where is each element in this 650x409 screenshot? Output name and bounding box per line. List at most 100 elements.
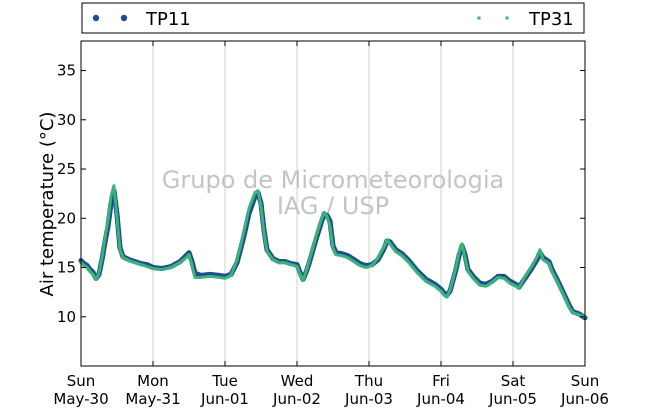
point-tp31 bbox=[106, 221, 109, 225]
point-tp31 bbox=[235, 259, 238, 263]
point-tp31 bbox=[249, 201, 253, 205]
point-tp31 bbox=[263, 236, 267, 240]
y-tick-label: 15 bbox=[57, 259, 76, 277]
point-tp31 bbox=[329, 229, 332, 233]
point-tp31 bbox=[214, 275, 218, 279]
point-tp31 bbox=[261, 217, 264, 221]
point-tp31 bbox=[102, 244, 106, 247]
point-tp31 bbox=[331, 245, 335, 249]
point-tp31 bbox=[561, 293, 565, 297]
point-tp31 bbox=[193, 276, 197, 279]
point-tp31 bbox=[115, 220, 119, 223]
y-tick-label: 25 bbox=[57, 160, 76, 178]
point-tp31 bbox=[258, 199, 262, 203]
point-tp31 bbox=[456, 257, 460, 261]
point-tp31 bbox=[116, 221, 119, 225]
point-tp31 bbox=[115, 216, 119, 220]
point-tp31 bbox=[168, 266, 171, 270]
point-tp31 bbox=[308, 255, 312, 259]
point-tp31 bbox=[465, 265, 469, 269]
point-tp31 bbox=[102, 247, 105, 250]
point-tp31 bbox=[336, 253, 339, 257]
point-tp31 bbox=[113, 196, 117, 200]
point-tp31 bbox=[114, 199, 117, 203]
point-tp31 bbox=[153, 267, 156, 271]
point-tp31 bbox=[457, 252, 461, 256]
point-tp31 bbox=[331, 244, 334, 248]
point-tp31 bbox=[98, 269, 101, 272]
point-tp31 bbox=[453, 269, 457, 272]
point-tp31 bbox=[277, 261, 281, 264]
point-tp31 bbox=[118, 245, 122, 248]
point-tp31 bbox=[259, 206, 263, 210]
point-tp31 bbox=[541, 256, 544, 260]
point-tp31 bbox=[465, 267, 469, 270]
point-tp31 bbox=[481, 284, 485, 288]
point-tp31 bbox=[113, 195, 117, 198]
point-tp31 bbox=[109, 198, 112, 202]
x-tick-label-day: Sat bbox=[501, 372, 526, 390]
point-tp31 bbox=[313, 238, 317, 242]
point-tp31 bbox=[453, 272, 456, 275]
point-tp31 bbox=[361, 265, 365, 268]
point-tp31 bbox=[114, 202, 118, 206]
point-tp31 bbox=[343, 255, 347, 259]
point-tp31 bbox=[263, 237, 267, 241]
point-tp31 bbox=[329, 230, 333, 234]
point-tp31 bbox=[315, 231, 319, 234]
point-tp31 bbox=[263, 234, 266, 238]
point-tp31 bbox=[117, 235, 121, 239]
point-tp31 bbox=[279, 261, 282, 264]
point-tp31 bbox=[243, 225, 247, 229]
point-tp31 bbox=[449, 284, 453, 287]
point-tp31 bbox=[166, 266, 170, 270]
point-tp31 bbox=[454, 267, 457, 271]
point-tp31 bbox=[317, 226, 321, 230]
point-tp31 bbox=[261, 219, 264, 222]
point-tp31 bbox=[460, 242, 464, 246]
point-tp31 bbox=[265, 247, 268, 250]
point-tp31 bbox=[252, 195, 255, 199]
point-tp31 bbox=[445, 295, 449, 299]
point-tp31 bbox=[312, 244, 315, 248]
point-tp31 bbox=[256, 190, 260, 194]
y-tick-label: 35 bbox=[57, 62, 76, 80]
point-tp31 bbox=[330, 236, 333, 240]
point-tp31 bbox=[313, 240, 316, 243]
y-tick-label: 20 bbox=[57, 209, 76, 227]
point-tp31 bbox=[315, 232, 319, 236]
point-tp31 bbox=[262, 230, 266, 233]
point-tp31 bbox=[302, 276, 306, 279]
point-tp31 bbox=[238, 247, 241, 251]
point-tp31 bbox=[115, 212, 118, 215]
point-tp31 bbox=[240, 237, 244, 241]
point-tp31 bbox=[259, 205, 263, 208]
point-tp31 bbox=[307, 260, 311, 263]
point-tp31 bbox=[239, 243, 243, 247]
point-tp31 bbox=[454, 266, 458, 269]
point-tp31 bbox=[316, 229, 320, 233]
point-tp31 bbox=[108, 203, 112, 206]
point-tp31 bbox=[317, 224, 321, 228]
point-tp31 bbox=[162, 267, 165, 271]
point-tp31 bbox=[451, 279, 454, 283]
point-tp31 bbox=[557, 283, 561, 287]
point-tp31 bbox=[104, 233, 107, 237]
point-tp31 bbox=[117, 238, 121, 242]
point-tp31 bbox=[358, 264, 362, 267]
point-tp31 bbox=[141, 263, 144, 267]
point-tp31 bbox=[262, 227, 265, 230]
point-tp31 bbox=[458, 248, 462, 252]
point-tp31 bbox=[118, 243, 121, 247]
point-tp31 bbox=[248, 204, 252, 207]
point-tp31 bbox=[291, 263, 294, 267]
point-tp31 bbox=[303, 274, 306, 278]
point-tp31 bbox=[113, 189, 116, 192]
point-tp31 bbox=[107, 212, 111, 216]
point-tp31 bbox=[330, 238, 334, 242]
x-tick-label-date: May-30 bbox=[53, 390, 108, 408]
point-tp31 bbox=[478, 283, 482, 287]
point-tp31 bbox=[117, 240, 121, 244]
point-tp31 bbox=[448, 288, 452, 292]
